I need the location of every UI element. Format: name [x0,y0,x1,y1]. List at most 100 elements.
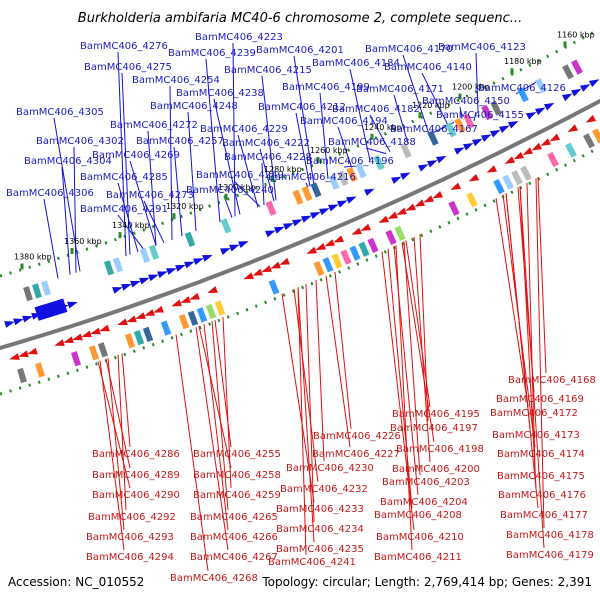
gene-label-forward[interactable]: BamMC406_4140 [384,62,472,73]
gene-label-reverse[interactable]: BamMC406_4258 [193,470,281,481]
gene-label-reverse[interactable]: BamMC406_4200 [392,464,480,475]
gene-label-forward[interactable]: BamMC406_4275 [84,62,172,73]
gene-label-forward[interactable]: BamMC406_4291 [80,204,168,215]
gene-label-reverse[interactable]: BamMC406_4259 [193,490,281,501]
connector-line [203,324,229,531]
gene-label-reverse[interactable]: BamMC406_4174 [497,449,585,460]
gene-label-reverse[interactable]: BamMC406_4290 [92,490,180,501]
connector-line [281,293,315,503]
gene-arrow [252,268,263,276]
gene-label-forward[interactable]: BamMC406_4194 [300,116,388,127]
gene-label-forward[interactable]: BamMC406_4248 [150,101,238,112]
gene-label-forward[interactable]: BamMC406_4238 [176,88,264,99]
gene-label-forward[interactable]: BamMC406_4276 [80,41,168,52]
gene-label-reverse[interactable]: BamMC406_4235 [276,544,364,555]
gene-label-reverse[interactable]: BamMC406_4268 [170,573,258,584]
gene-label-forward[interactable]: BamMC406_4126 [478,83,566,94]
gene-arrow [549,133,561,142]
gene-arrow [166,268,177,275]
gene-label-forward[interactable]: BamMC406_4167 [390,124,478,135]
gene-label-forward[interactable]: BamMC406_4150 [422,96,510,107]
gene-label-forward[interactable]: BamMC406_4269 [92,150,180,161]
gene-label-forward[interactable]: BamMC406_4171 [356,84,444,95]
gene-label-forward[interactable]: BamMC406_4240 [186,185,274,196]
gene-arrow [18,350,29,358]
gene-arrow [220,248,231,255]
gene-label-reverse[interactable]: BamMC406_4210 [376,532,464,543]
gene-label-forward[interactable]: BamMC406_4222 [222,138,310,149]
gene-label-forward[interactable]: BamMC406_4212 [258,102,346,113]
gene-label-forward[interactable]: BamMC406_4201 [256,45,344,56]
kbp-ruler: 1160 kbp 1180 kbp 1200 kbp 1220 kbp 1240 kbp… [14,30,595,270]
chromosome-backbone [0,98,600,351]
gene-label-forward[interactable]: BamMC406_4254 [132,75,220,86]
gene-label-forward[interactable]: BamMC406_4215 [224,65,312,76]
gene-arrow [387,211,398,219]
gene-label-forward[interactable]: BamMC406_4196 [306,156,394,167]
gene-label-forward[interactable]: BamMC406_4223 [195,32,283,43]
gene-label-reverse[interactable]: BamMC406_4226 [313,431,401,442]
gene-label-forward[interactable]: BamMC406_4273 [106,190,194,201]
gene-arrow [180,296,191,303]
gene-label-reverse[interactable]: BamMC406_4204 [380,497,468,508]
gene-label-reverse[interactable]: BamMC406_4203 [382,477,470,488]
gene-label-reverse[interactable]: BamMC406_4294 [86,552,174,563]
gene-label-forward[interactable]: BamMC406_4229 [200,124,288,135]
connector-line [403,241,421,476]
gene-label-reverse[interactable]: BamMC406_4266 [190,532,278,543]
gene-arrow [270,261,281,269]
gene-label-reverse[interactable]: BamMC406_4255 [193,449,281,460]
gene-label-forward[interactable]: BamMC406_4123 [438,42,526,53]
gene-label-reverse[interactable]: BamMC406_4234 [276,524,364,535]
gene-label-forward[interactable]: BamMC406_4304 [24,156,112,167]
gene-label-reverse[interactable]: BamMC406_4173 [492,430,580,441]
gene-label-reverse[interactable]: BamMC406_4289 [92,470,180,481]
gene-label-reverse[interactable]: BamMC406_4198 [396,444,484,455]
gene-arrow [27,347,38,355]
gene-label-reverse[interactable]: BamMC406_4211 [374,552,462,563]
gene-arrow [310,211,321,220]
gene-label-reverse[interactable]: BamMC406_4177 [500,510,588,521]
gene-label-reverse[interactable]: BamMC406_4241 [268,557,356,568]
gene-label-forward[interactable]: BamMC406_4182 [332,104,420,115]
gene-label-forward[interactable]: BamMC406_4257 [136,136,224,147]
gene-label-forward[interactable]: BamMC406_4306 [6,188,94,199]
annotation-block [331,253,343,269]
gene-label-reverse[interactable]: BamMC406_4168 [508,375,596,386]
gene-label-forward[interactable]: BamMC406_4302 [36,136,124,147]
connector-line [73,146,77,273]
gene-label-forward[interactable]: BamMC406_4155 [436,110,524,121]
gene-label-forward[interactable]: BamMC406_4188 [328,137,416,148]
gene-label-forward[interactable]: BamMC406_4305 [16,107,104,118]
gene-label-forward[interactable]: BamMC406_4199 [282,82,370,93]
gene-arrow [315,243,326,251]
gene-label-reverse[interactable]: BamMC406_4233 [276,504,364,515]
gene-label-reverse[interactable]: BamMC406_4178 [506,530,594,541]
gene-label-reverse[interactable]: BamMC406_4232 [280,484,368,495]
gene-label-forward[interactable]: BamMC406_4216 [268,172,356,183]
gene-label-forward[interactable]: BamMC406_4249 [196,170,284,181]
gene-label-forward[interactable]: BamMC406_4228 [224,152,312,163]
gene-label-reverse[interactable]: BamMC406_4286 [92,449,180,460]
gene-label-forward[interactable]: BamMC406_4239 [168,48,256,59]
gene-arrow [540,138,552,146]
gene-label-reverse[interactable]: BamMC406_4293 [86,532,174,543]
gene-label-reverse[interactable]: BamMC406_4208 [374,510,462,521]
gene-label-reverse[interactable]: BamMC406_4265 [190,512,278,523]
gene-label-reverse[interactable]: BamMC406_4227 [312,449,400,460]
gene-label-reverse[interactable]: BamMC406_4197 [390,423,478,434]
gene-label-reverse[interactable]: BamMC406_4175 [497,471,585,482]
gene-label-reverse[interactable]: BamMC406_4292 [88,512,176,523]
gene-label-forward[interactable]: BamMC406_4184 [312,58,400,69]
annotation-block [466,192,478,208]
gene-label-reverse[interactable]: BamMC406_4267 [190,552,278,563]
gene-label-forward[interactable]: BamMC406_4272 [110,120,198,131]
gene-label-forward[interactable]: BamMC406_4170 [365,44,453,55]
gene-label-reverse[interactable]: BamMC406_4172 [490,408,578,419]
gene-label-reverse[interactable]: BamMC406_4230 [286,463,374,474]
gene-label-forward[interactable]: BamMC406_4285 [80,172,168,183]
gene-label-reverse[interactable]: BamMC406_4195 [392,409,480,420]
gene-label-reverse[interactable]: BamMC406_4169 [496,394,584,405]
gene-label-reverse[interactable]: BamMC406_4176 [498,490,586,501]
gene-label-reverse[interactable]: BamMC406_4179 [506,550,594,561]
